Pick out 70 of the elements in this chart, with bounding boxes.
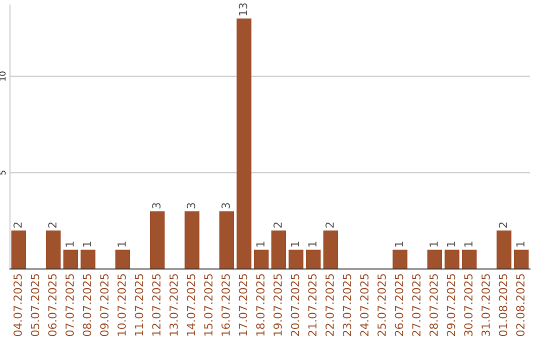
- bar: [496, 230, 512, 269]
- x-tick-label: 13.07.2025: [169, 274, 178, 336]
- x-tick-label: 24.07.2025: [360, 274, 369, 336]
- data-label: 1: [66, 242, 74, 247]
- x-tick-label: 07.07.2025: [65, 274, 74, 336]
- x-tick-label: 31.07.2025: [481, 274, 490, 336]
- bar: [462, 250, 477, 269]
- x-tick-label: 18.07.2025: [256, 274, 265, 336]
- bar: [444, 250, 460, 269]
- bar: [236, 18, 252, 269]
- data-label: 1: [516, 242, 524, 247]
- x-tick-label: 20.07.2025: [290, 274, 300, 336]
- bar: [150, 211, 165, 269]
- x-tick-label: 15.07.2025: [204, 274, 213, 336]
- x-tick-label: 04.07.2025: [13, 274, 22, 336]
- x-tick-label: 25.07.2025: [377, 274, 386, 336]
- data-label: 1: [82, 242, 92, 247]
- x-tick-label: 14.07.2025: [186, 274, 196, 336]
- data-label: 2: [325, 222, 334, 228]
- bar: [219, 211, 234, 269]
- data-label: 1: [308, 242, 316, 247]
- bar: [271, 230, 286, 269]
- bar: [392, 250, 408, 269]
- data-label: 1: [118, 242, 126, 247]
- x-tick-label: 27.07.2025: [412, 274, 421, 336]
- bar: [514, 250, 529, 269]
- bar: [323, 230, 338, 269]
- x-tick-label: 30.07.2025: [464, 274, 473, 336]
- x-tick-label: 17.07.2025: [238, 274, 248, 336]
- x-tick-label: 16.07.2025: [221, 274, 230, 336]
- data-label: 13: [238, 3, 248, 16]
- bar: [184, 211, 200, 269]
- data-label: 2: [13, 222, 22, 228]
- data-label: 2: [48, 222, 56, 228]
- x-tick-label: 23.07.2025: [342, 274, 352, 336]
- data-label: 1: [430, 242, 438, 247]
- x-tick-label: 10.07.2025: [117, 274, 126, 336]
- x-tick-label: 19.07.2025: [273, 274, 282, 336]
- x-tick-label: 11.07.2025: [134, 274, 144, 336]
- data-label: 3: [221, 203, 230, 208]
- data-label: 1: [394, 242, 404, 247]
- bar: [11, 230, 26, 269]
- x-tick-label: 05.07.2025: [30, 274, 40, 336]
- bar: [427, 250, 442, 269]
- data-label: 1: [256, 242, 264, 247]
- x-tick-label: 06.07.2025: [48, 274, 57, 336]
- bar: [115, 250, 130, 269]
- x-tick-label: 01.08.2025: [498, 274, 508, 336]
- data-label: 1: [464, 242, 472, 247]
- data-label: 3: [186, 203, 196, 208]
- data-label: 2: [273, 222, 282, 228]
- data-label: 1: [290, 242, 300, 247]
- x-tick-label: 26.07.2025: [394, 274, 404, 336]
- x-tick-label: 28.07.2025: [429, 274, 438, 336]
- x-tick-label: 21.07.2025: [308, 274, 317, 336]
- x-tick-label: 02.08.2025: [516, 274, 525, 336]
- data-label: 3: [152, 203, 161, 208]
- data-label: 2: [498, 222, 508, 228]
- bar: [254, 250, 269, 269]
- bar: [288, 250, 304, 269]
- x-tick-label: 08.07.2025: [82, 274, 92, 336]
- x-tick-label: 22.07.2025: [325, 274, 334, 336]
- bar: [306, 250, 321, 269]
- x-tick-label: 12.07.2025: [152, 274, 161, 336]
- x-tick-label: 09.07.2025: [100, 274, 109, 336]
- bar: [80, 250, 96, 269]
- data-label: 1: [446, 242, 456, 247]
- bar: [46, 230, 61, 269]
- bar: [63, 250, 78, 269]
- x-tick-label: 29.07.2025: [446, 274, 456, 336]
